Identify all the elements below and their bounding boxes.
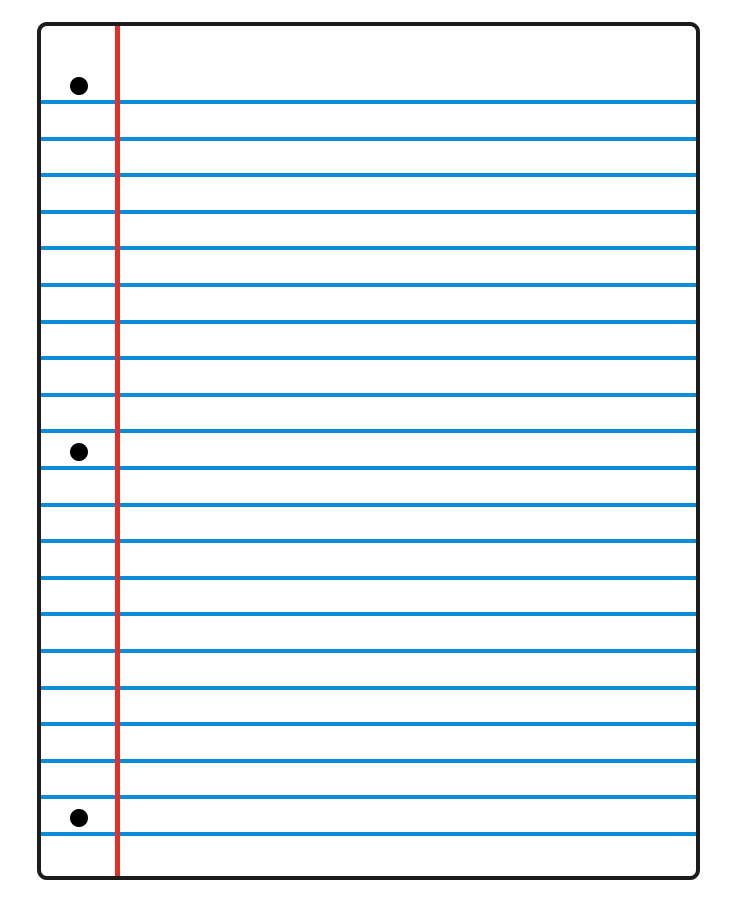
ruled-line <box>41 539 696 544</box>
ruled-line <box>41 832 696 836</box>
ruled-line <box>41 136 696 141</box>
punch-hole <box>70 443 88 461</box>
notebook-paper <box>37 22 700 880</box>
ruled-line <box>41 173 696 178</box>
punch-hole <box>70 77 88 95</box>
ruled-line <box>41 283 696 287</box>
ruled-line <box>41 612 696 617</box>
ruled-line <box>41 795 696 800</box>
ruled-line <box>41 429 696 434</box>
ruled-line <box>41 356 696 361</box>
ruled-line <box>41 319 696 324</box>
ruled-line <box>41 649 696 653</box>
ruled-line <box>41 722 696 727</box>
ruled-line <box>41 100 696 104</box>
ruled-line <box>41 685 696 690</box>
ruled-line <box>41 209 696 214</box>
margin-line <box>115 26 120 876</box>
ruled-line <box>41 246 696 251</box>
ruled-line <box>41 502 696 507</box>
ruled-line <box>41 575 696 580</box>
ruled-line <box>41 392 696 397</box>
punch-hole <box>70 809 88 827</box>
ruled-line <box>41 466 696 470</box>
ruled-line <box>41 758 696 763</box>
